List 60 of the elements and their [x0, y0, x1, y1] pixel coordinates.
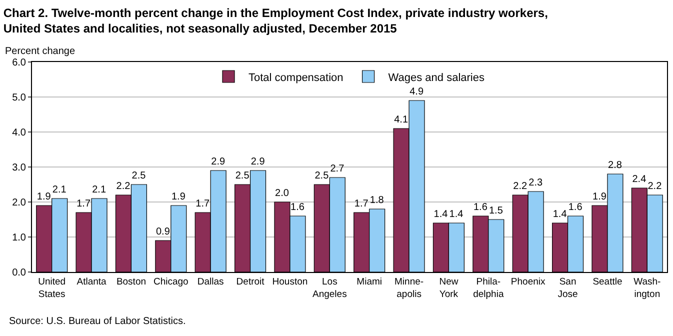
x-tick-label: Wash- ington — [634, 276, 661, 300]
y-tick-label: 5.0 — [12, 92, 26, 104]
data-label: 2.1 — [92, 184, 106, 196]
data-label: 2.5 — [132, 170, 146, 182]
chart-title: Chart 2. Twelve-month percent change in the Employment Cost Index, private industry workers, United States and localities, not seasonally adjusted, December 2015 — [3, 6, 548, 36]
x-tick-label: Phila- delphia — [473, 276, 504, 300]
y-tick-label: 3.0 — [12, 162, 26, 174]
data-label: 2.9 — [211, 156, 226, 168]
data-label: 0.9 — [156, 226, 170, 238]
data-label: 1.6 — [568, 202, 583, 213]
data-label: 1.4 — [552, 209, 568, 220]
data-label: 2.2 — [648, 181, 662, 192]
data-label: 1.9 — [592, 192, 607, 202]
data-label: 1.7 — [354, 198, 369, 210]
y-axis-title: Percent change — [5, 46, 76, 57]
data-label: 1.6 — [474, 202, 488, 213]
data-label: 1.6 — [290, 202, 305, 213]
x-tick-label: San Jose — [558, 276, 578, 300]
source-note: Source: U.S. Bureau of Labor Statistics. — [9, 316, 186, 327]
y-tick-label: 2.0 — [12, 198, 26, 208]
x-tick-label: Dallas — [197, 276, 224, 288]
data-label: 2.7 — [330, 164, 345, 174]
data-label: 2.8 — [608, 160, 622, 171]
legend-label: Total compensation — [248, 72, 344, 84]
x-tick-label: Chicago — [153, 276, 188, 288]
data-label: 4.9 — [410, 86, 424, 98]
data-label: 2.2 — [513, 181, 528, 192]
x-tick-label: Phoenix — [510, 276, 546, 288]
x-tick-label: New York — [439, 276, 458, 300]
x-tick-label: Houston — [272, 276, 308, 288]
x-tick-label: Minne- apolis — [394, 276, 424, 300]
y-tick-label: 0.0 — [12, 268, 26, 278]
x-tick-label: United States — [38, 276, 66, 300]
legend-label: Wages and salaries — [388, 72, 485, 84]
data-label: 2.0 — [275, 188, 290, 199]
x-tick-label: Boston — [116, 276, 146, 288]
y-tick-label: 6.0 — [12, 58, 26, 68]
data-label: 2.9 — [250, 156, 266, 168]
data-label: 2.4 — [632, 174, 647, 185]
x-tick-label: Los Angeles — [312, 276, 348, 300]
data-label: 1.9 — [171, 192, 186, 202]
y-tick-label: 1.0 — [12, 232, 26, 244]
x-tick-label: Atlanta — [76, 276, 108, 288]
data-label: 2.5 — [235, 170, 250, 182]
data-label: 1.8 — [370, 195, 384, 206]
data-label: 1.4 — [434, 209, 448, 220]
data-label: 2.1 — [52, 184, 67, 196]
data-label: 1.4 — [449, 209, 464, 220]
x-tick-label: Seattle — [592, 276, 622, 288]
data-label: 4.1 — [394, 114, 408, 126]
data-label: 2.3 — [528, 178, 543, 188]
y-tick-label: 4.0 — [12, 128, 26, 138]
data-label: 1.7 — [196, 198, 210, 210]
data-label: 2.2 — [116, 181, 131, 192]
data-label: 1.5 — [488, 206, 504, 216]
data-label: 2.5 — [314, 170, 330, 182]
data-label: 1.7 — [76, 198, 91, 210]
data-label: 1.9 — [36, 192, 52, 202]
x-tick-label: Detroit — [236, 276, 265, 288]
x-tick-label: Miami — [356, 276, 382, 288]
